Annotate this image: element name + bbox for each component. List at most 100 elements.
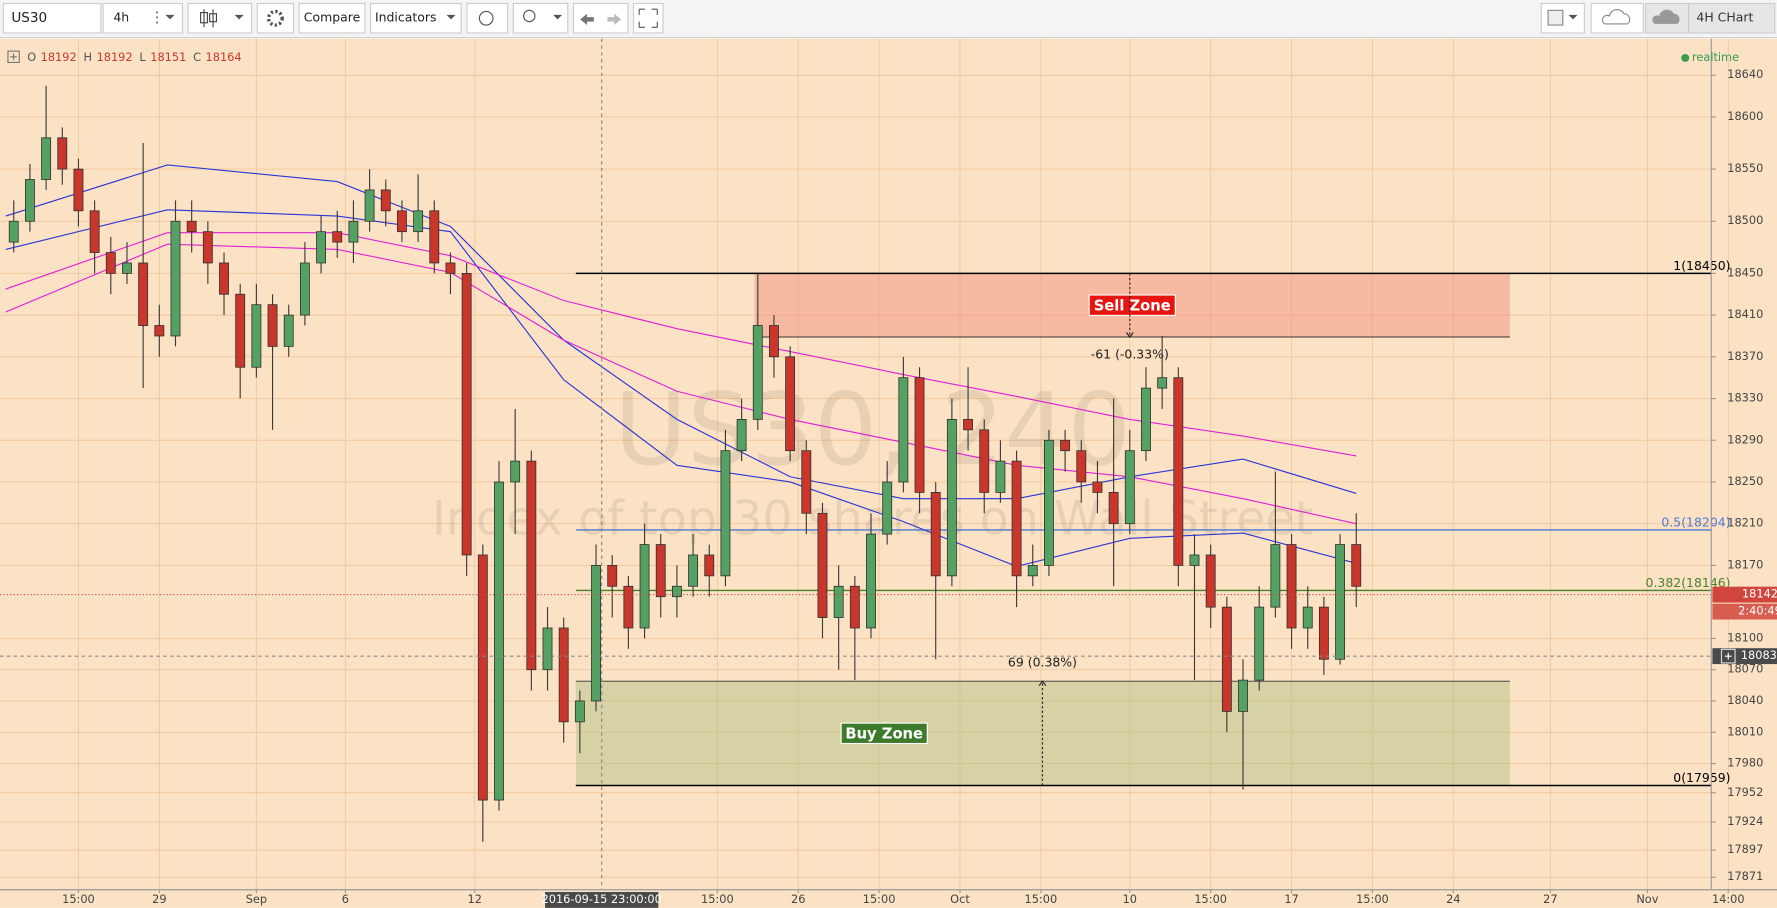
ohlc-label: C xyxy=(193,50,201,64)
dropdown-arrow[interactable] xyxy=(553,14,563,20)
ohlc-value: 18192 xyxy=(41,50,77,64)
candle-body xyxy=(477,554,488,801)
y-tick-label: 17952 xyxy=(1727,785,1763,799)
x-tick-label: 15:00 xyxy=(1025,892,1058,906)
layout-box[interactable] xyxy=(1688,2,1776,34)
layout-name[interactable]: 4H CHart xyxy=(1696,10,1753,25)
y-tick-label: 18330 xyxy=(1727,391,1763,405)
candle-body xyxy=(574,700,585,723)
chart-style-box[interactable] xyxy=(187,2,253,34)
candle-body xyxy=(510,460,521,483)
last-price-label: 18142 xyxy=(1742,587,1777,601)
candle-body xyxy=(380,189,391,212)
candle-body xyxy=(8,220,19,243)
ohlc-label: L xyxy=(139,50,146,64)
candle-body xyxy=(1335,544,1346,660)
ideas-icon[interactable] xyxy=(523,9,536,23)
y-tick-label: 18410 xyxy=(1727,307,1763,321)
candle-body xyxy=(817,512,828,618)
status-dot xyxy=(1681,53,1690,62)
dropdown-arrow[interactable] xyxy=(446,14,456,20)
candle-body xyxy=(1286,544,1297,629)
candle-body xyxy=(202,231,213,264)
y-tick-label: 18450 xyxy=(1727,265,1763,279)
ideas-box[interactable] xyxy=(512,2,569,34)
candle-body xyxy=(1124,450,1135,525)
countdown-badge xyxy=(1712,603,1777,620)
candle-body xyxy=(251,304,262,368)
candle-body xyxy=(1270,544,1281,608)
alert-box[interactable] xyxy=(466,2,509,34)
candle-body xyxy=(219,262,229,295)
cloud-icon[interactable] xyxy=(1601,9,1631,25)
candle-body xyxy=(866,533,876,629)
candle-body xyxy=(24,179,35,222)
compare-button[interactable]: Compare xyxy=(304,10,361,25)
zone-label-bg xyxy=(1088,294,1176,316)
candle-body xyxy=(979,429,990,493)
legend-toggle-icon[interactable] xyxy=(10,53,17,61)
dropdown-arrow[interactable] xyxy=(165,14,175,20)
ohlc-values: O 18192 H 18192 L 18151 C 18164 xyxy=(27,50,241,64)
candle-body xyxy=(1238,679,1248,712)
settings-icon[interactable] xyxy=(266,9,284,27)
plot: Sell Zone Buy Zone -61 (-0.33%) 69 (0.38%) 1… xyxy=(0,38,1731,890)
candle-body xyxy=(704,554,715,577)
candle-body xyxy=(1157,377,1168,389)
dropdown-arrow[interactable] xyxy=(234,14,244,20)
candle-body xyxy=(1173,377,1184,566)
fullscreen-icon[interactable] xyxy=(638,8,658,28)
square-icon[interactable] xyxy=(1547,9,1564,26)
ohlc-legend: O 18192 H 18192 L 18151 C 18164 xyxy=(7,50,242,64)
interval[interactable]: 4h xyxy=(113,10,129,25)
dropdown-arrow[interactable] xyxy=(1568,14,1578,20)
candle-icon[interactable] xyxy=(200,9,218,28)
indicators-button[interactable]: Indicators xyxy=(375,10,437,25)
x-tick-label: 14:00 xyxy=(1712,892,1745,906)
indicators-box[interactable] xyxy=(370,2,462,34)
fullscreen-box[interactable] xyxy=(632,2,664,34)
y-tick-label: 18210 xyxy=(1727,516,1763,530)
y-tick-label: 18010 xyxy=(1727,724,1763,738)
crosshair-time-badge xyxy=(545,892,659,908)
candle-body xyxy=(1060,439,1071,452)
candle-body xyxy=(494,481,504,801)
candle-body xyxy=(591,565,601,702)
grid xyxy=(0,38,1729,890)
ohlc-value: 18164 xyxy=(206,50,242,64)
candle-body xyxy=(607,565,618,587)
candle-body xyxy=(769,325,779,358)
x-tick-label: 6 xyxy=(342,892,349,906)
y-tick-label: 17897 xyxy=(1727,842,1763,856)
measure-label: 69 (0.38%) xyxy=(1008,655,1077,670)
x-tick-label: 10 xyxy=(1123,892,1137,906)
symbol[interactable]: US30 xyxy=(11,10,47,26)
symbol-box[interactable] xyxy=(2,2,102,34)
x-tick-label: 15:00 xyxy=(62,892,95,906)
moving-average xyxy=(5,243,1357,525)
candle-body xyxy=(364,189,375,222)
cloud-icon[interactable] xyxy=(1652,9,1680,24)
candle-body xyxy=(461,272,472,556)
x-tick-label: 15:00 xyxy=(701,892,734,906)
candle-body xyxy=(639,544,650,629)
menu-dots[interactable]: ⋮ xyxy=(150,9,165,26)
candle-body xyxy=(445,262,456,274)
candle-body xyxy=(526,460,537,671)
settings-box[interactable] xyxy=(256,2,295,34)
y-tick-label: 18600 xyxy=(1727,109,1763,123)
candle-body xyxy=(688,554,699,587)
legend-toggle[interactable] xyxy=(7,50,20,64)
toolbar xyxy=(0,0,1777,38)
compare-box[interactable] xyxy=(298,2,366,34)
candle-body xyxy=(995,460,1006,493)
cloud-box[interactable] xyxy=(1590,2,1644,34)
candle-body xyxy=(1254,606,1265,681)
x-tick-label: 29 xyxy=(152,892,166,906)
alert-icon[interactable] xyxy=(478,10,494,26)
y-tick-label: 18040 xyxy=(1727,693,1763,707)
candle-body xyxy=(558,627,569,723)
y-tick-label: 18070 xyxy=(1727,662,1763,676)
